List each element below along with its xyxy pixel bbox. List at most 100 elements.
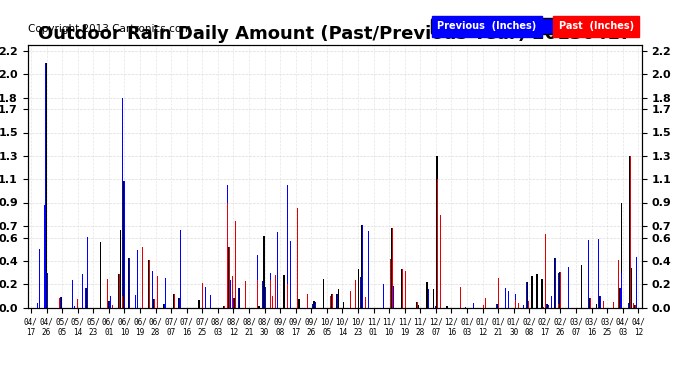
Bar: [419, 306, 420, 308]
Bar: [124, 181, 125, 308]
Bar: [128, 258, 130, 308]
Bar: [315, 302, 316, 307]
Bar: [232, 276, 233, 308]
Bar: [72, 280, 73, 308]
Bar: [560, 272, 561, 308]
Bar: [597, 304, 598, 307]
Bar: [312, 304, 313, 307]
Bar: [60, 297, 61, 307]
Bar: [548, 304, 549, 307]
Bar: [232, 276, 233, 308]
Bar: [37, 303, 38, 307]
Bar: [350, 291, 351, 308]
Bar: [628, 303, 629, 307]
Bar: [473, 303, 474, 307]
Bar: [435, 306, 436, 308]
Bar: [383, 284, 384, 308]
Bar: [157, 276, 158, 308]
Bar: [107, 279, 108, 308]
Bar: [272, 297, 273, 307]
Bar: [332, 294, 333, 307]
Bar: [536, 274, 538, 308]
Bar: [383, 284, 384, 308]
Bar: [393, 286, 394, 308]
Bar: [393, 286, 395, 308]
Bar: [629, 156, 631, 308]
Bar: [87, 237, 88, 308]
Bar: [124, 181, 125, 308]
Bar: [358, 268, 359, 308]
Bar: [110, 296, 112, 307]
Bar: [37, 303, 38, 307]
Bar: [112, 305, 113, 308]
Bar: [59, 297, 60, 307]
Bar: [230, 280, 231, 308]
Bar: [235, 221, 236, 308]
Bar: [568, 267, 569, 308]
Bar: [546, 304, 547, 307]
Bar: [47, 273, 48, 308]
Bar: [122, 98, 123, 308]
Bar: [122, 296, 123, 307]
Bar: [270, 279, 271, 308]
Bar: [464, 307, 466, 308]
Bar: [164, 304, 165, 307]
Bar: [201, 283, 203, 308]
Bar: [315, 302, 316, 307]
Bar: [532, 276, 533, 308]
Bar: [392, 228, 393, 308]
Bar: [391, 228, 393, 308]
Bar: [286, 185, 288, 308]
Bar: [135, 294, 137, 307]
Bar: [313, 301, 315, 307]
Bar: [262, 281, 263, 308]
Bar: [636, 257, 638, 307]
Bar: [405, 271, 406, 308]
Bar: [298, 299, 299, 307]
Bar: [258, 306, 259, 308]
Bar: [74, 306, 75, 308]
Bar: [440, 215, 441, 308]
Bar: [426, 282, 428, 308]
Bar: [629, 179, 631, 308]
Bar: [137, 249, 138, 308]
Bar: [620, 288, 621, 308]
Bar: [142, 297, 143, 307]
Bar: [43, 206, 45, 308]
Bar: [283, 275, 284, 308]
Bar: [343, 303, 344, 307]
Bar: [297, 208, 298, 308]
Bar: [365, 297, 366, 307]
Bar: [515, 300, 516, 307]
Bar: [39, 249, 40, 308]
Bar: [560, 272, 561, 308]
Bar: [508, 291, 509, 308]
Bar: [128, 258, 130, 308]
Bar: [110, 296, 111, 307]
Bar: [174, 294, 175, 308]
Bar: [589, 298, 591, 307]
Bar: [446, 306, 447, 308]
Bar: [198, 300, 199, 307]
Bar: [630, 156, 631, 308]
Bar: [205, 286, 206, 308]
Bar: [416, 302, 417, 307]
Bar: [365, 297, 366, 307]
Bar: [314, 301, 315, 307]
Bar: [618, 261, 619, 308]
Bar: [440, 286, 441, 308]
Bar: [613, 302, 614, 307]
Bar: [505, 288, 506, 308]
Bar: [265, 286, 266, 308]
Bar: [368, 231, 369, 308]
Bar: [523, 305, 524, 308]
Legend: Previous  (Inches), Past  (Inches): Previous (Inches), Past (Inches): [431, 18, 637, 34]
Bar: [180, 230, 181, 308]
Bar: [306, 294, 308, 308]
Bar: [418, 306, 420, 308]
Bar: [270, 273, 271, 308]
Bar: [402, 268, 403, 308]
Bar: [362, 225, 363, 308]
Bar: [173, 294, 175, 308]
Bar: [581, 266, 582, 308]
